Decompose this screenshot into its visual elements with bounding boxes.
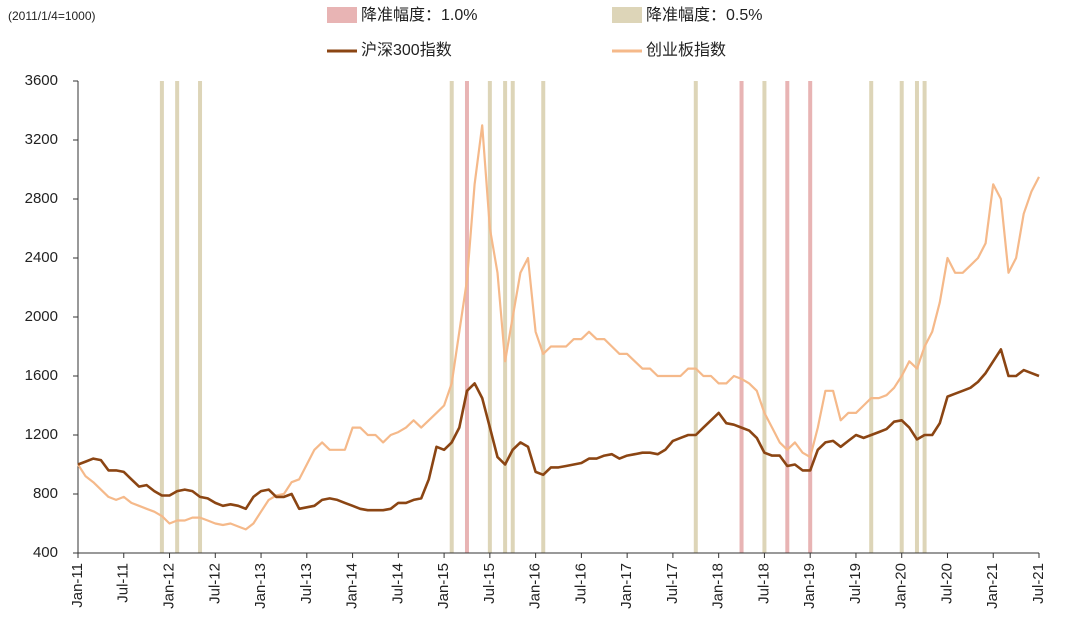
- x-tick-label: Jul-14: [389, 563, 406, 604]
- rrr-cut-band: [487, 81, 492, 553]
- x-tick-label: Jul-21: [1030, 563, 1047, 604]
- y-tick-label: 2000: [25, 308, 58, 325]
- y-tick-label: 1600: [25, 367, 58, 384]
- legend-swatch: [612, 7, 642, 23]
- rrr-cut-band: [464, 81, 469, 553]
- x-tick-label: Jul-13: [298, 563, 315, 604]
- index-note: (2011/1/4=1000): [8, 9, 96, 23]
- y-tick-label: 2800: [25, 190, 58, 207]
- rrr-cut-band: [869, 81, 874, 553]
- rrr-cut-band: [739, 81, 744, 553]
- rrr-cut-band: [693, 81, 698, 553]
- rrr-cut-band: [785, 81, 790, 553]
- rrr-cut-band: [922, 81, 927, 553]
- rrr-cut-band: [449, 81, 454, 553]
- x-tick-label: Jul-17: [664, 563, 681, 604]
- x-tick-label: Jul-19: [847, 563, 864, 604]
- x-tick-label: Jan-21: [984, 563, 1001, 609]
- y-tick-label: 3200: [25, 131, 58, 148]
- rrr-cut-band: [914, 81, 919, 553]
- x-tick-label: Jan-19: [801, 563, 818, 609]
- rrr-cut-band: [899, 81, 904, 553]
- rrr-cut-band: [198, 81, 203, 553]
- rrr-cut-band: [503, 81, 508, 553]
- rrr-cut-band: [808, 81, 813, 553]
- legend-label: 降准幅度：1.0%: [361, 6, 477, 24]
- series-line: [77, 348, 1040, 512]
- y-tick-label: 3600: [25, 72, 58, 89]
- legend-label: 创业板指数: [646, 41, 726, 59]
- legend-swatch: [327, 7, 357, 23]
- rrr-cut-band: [175, 81, 180, 553]
- x-tick-label: Jan-16: [527, 563, 544, 609]
- rrr-cut-band: [762, 81, 767, 553]
- y-tick-label: 1200: [25, 426, 58, 443]
- y-tick-label: 400: [33, 544, 58, 561]
- y-tick-label: 800: [33, 485, 58, 502]
- x-tick-label: Jan-20: [893, 563, 910, 609]
- x-tick-label: Jan-17: [618, 563, 635, 609]
- rrr-cut-band: [541, 81, 546, 553]
- legend-label: 沪深300指数: [361, 41, 452, 59]
- x-tick-label: Jan-12: [160, 563, 177, 609]
- x-tick-label: Jan-13: [252, 563, 269, 609]
- x-tick-label: Jan-11: [69, 563, 86, 608]
- x-tick-label: Jul-20: [938, 563, 955, 604]
- x-tick-label: Jul-16: [572, 563, 589, 604]
- y-tick-label: 2400: [25, 249, 58, 266]
- x-tick-label: Jan-18: [710, 563, 727, 609]
- x-tick-label: Jan-14: [344, 563, 361, 609]
- legend-label: 降准幅度：0.5%: [646, 6, 762, 24]
- series-line: [77, 124, 1040, 531]
- x-tick-label: Jan-15: [435, 563, 452, 609]
- x-tick-label: Jul-12: [206, 563, 223, 604]
- x-tick-label: Jul-11: [115, 563, 132, 603]
- rrr-cut-band: [159, 81, 164, 553]
- x-tick-label: Jul-15: [481, 563, 498, 604]
- x-tick-label: Jul-18: [755, 563, 772, 604]
